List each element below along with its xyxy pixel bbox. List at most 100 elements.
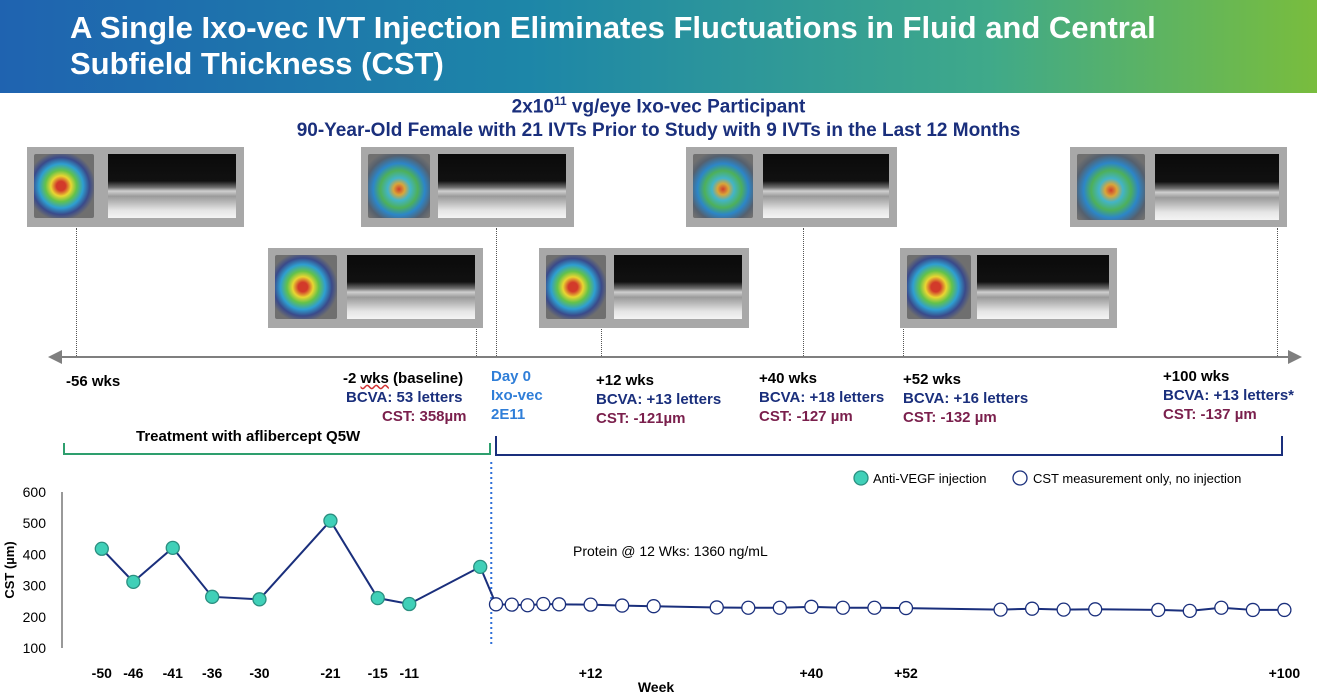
guide-line: [601, 329, 602, 358]
guide-line: [76, 228, 77, 358]
thickness-map-image: [546, 255, 606, 319]
guide-line: [1277, 228, 1278, 358]
arrow-right-icon: [1288, 350, 1302, 364]
x-tick-label: +52: [894, 665, 918, 681]
y-tick-label: 300: [23, 578, 47, 594]
timeline-when: +40 wks: [759, 370, 817, 387]
thickness-map-image: [693, 154, 753, 218]
treatment-label: Treatment with aflibercept Q5W: [136, 428, 361, 445]
timeline-when: +12 wks: [596, 372, 654, 389]
legend-injection-marker: [853, 470, 869, 486]
cst-text: CST: -121µm: [596, 410, 686, 427]
oct-image: [347, 255, 475, 319]
treatment-bracket: [63, 443, 491, 455]
subtitle-dose-post: vg/eye Ixo-vec Participant: [566, 96, 806, 118]
timeline-when: +100 wks: [1163, 368, 1230, 385]
injection-point: [165, 540, 180, 555]
timeline-label-week-52: +52 wks BCVA: +16 letters CST: -132 µm: [903, 370, 1028, 427]
thickness-map-image: [275, 255, 337, 319]
measurement-point: [646, 599, 661, 614]
timeline-axis: [62, 356, 1294, 358]
timeline-when: -56 wks: [66, 373, 121, 390]
injection-point: [402, 596, 417, 612]
measurement-point: [867, 600, 882, 615]
title-banner: A Single Ixo-vec IVT Injection Eliminate…: [0, 0, 1317, 93]
oct-image: [614, 255, 742, 319]
guide-line: [903, 329, 904, 358]
cst-text: CST: 358µm: [382, 408, 467, 425]
guide-line: [803, 228, 804, 358]
ixovec-bracket: [495, 436, 1283, 456]
oct-image: [108, 154, 236, 218]
measurement-point: [993, 602, 1008, 617]
x-tick-label: -15: [368, 665, 388, 681]
cst-series-line: [101, 519, 1285, 612]
legend-measurement-marker: [1012, 470, 1028, 486]
x-tick-label: -30: [249, 665, 269, 681]
thickness-map-image: [34, 154, 94, 218]
measurement-point: [488, 597, 504, 612]
measurement-point: [583, 597, 598, 612]
oct-image: [977, 255, 1109, 319]
guide-line: [476, 329, 477, 358]
bcva-text: BCVA: +18 letters: [759, 389, 885, 406]
injection-point: [205, 589, 220, 604]
thickness-map-image: [368, 154, 430, 218]
scan-image-week-minus-2: [268, 248, 483, 328]
scan-image-week-40: [686, 147, 897, 227]
cst-text: CST: -127 µm: [759, 408, 853, 425]
scan-image-week-100: [1070, 147, 1287, 227]
measurement-point: [1182, 603, 1197, 619]
scan-image-week-52: [900, 248, 1117, 328]
bcva-text: BCVA: +13 letters: [596, 391, 722, 408]
oct-image: [1155, 154, 1279, 220]
oct-image: [438, 154, 566, 218]
x-tick-label: -21: [320, 665, 340, 681]
measurement-point: [1024, 601, 1040, 616]
cst-text: CST: -137 µm: [1163, 406, 1257, 423]
y-tick-label: 100: [23, 640, 47, 656]
x-axis-label: Week: [638, 679, 675, 695]
measurement-point: [804, 599, 819, 614]
x-tick-label: +40: [799, 665, 823, 681]
scan-image-week-minus-56: [27, 147, 244, 227]
measurement-point: [835, 600, 851, 615]
cst-text: CST: -132 µm: [903, 409, 997, 426]
y-tick-label: 600: [23, 484, 47, 500]
guide-line: [496, 228, 497, 358]
timeline-label-week-12: +12 wks BCVA: +13 letters CST: -121µm: [596, 371, 721, 428]
subtitle-patient: 90-Year-Old Female with 21 IVTs Prior to…: [296, 120, 1021, 141]
timeline-label-week-40: +40 wks BCVA: +18 letters CST: -127 µm: [759, 369, 884, 426]
timeline-when-pre: -2: [343, 370, 361, 387]
timeline-when-post: (baseline): [388, 370, 464, 387]
scan-image-week-12: [539, 248, 749, 328]
subtitle-dose: 2x1011 vg/eye Ixo-vec Participant: [0, 94, 1317, 118]
y-tick-label: 200: [23, 609, 47, 625]
measurement-point: [741, 600, 756, 615]
ixovec-text: Ixo-vec: [491, 387, 543, 404]
measurement-point: [1245, 602, 1261, 618]
arrow-left-icon: [48, 350, 62, 364]
x-tick-label: -41: [163, 665, 183, 681]
timeline-label-week-minus-56: -56 wks: [66, 372, 120, 391]
measurement-point: [1277, 602, 1292, 618]
x-tick-label: +100: [1269, 665, 1301, 681]
measurement-point: [898, 600, 914, 616]
bcva-text: BCVA: 53 letters: [346, 389, 463, 406]
measurement-point: [1056, 602, 1071, 617]
timeline-label-baseline: -2 wks (baseline) BCVA: 53 letters CST: …: [343, 369, 467, 426]
cst-chart: 100 200 300 400 500 600 CST (µm) -50 -46 -41 -36 -3…: [2, 462, 1301, 695]
thickness-map-image: [907, 255, 971, 319]
bcva-text: BCVA: +13 letters*: [1163, 387, 1295, 404]
bcva-text: BCVA: +16 letters: [903, 390, 1029, 407]
oct-image: [763, 154, 889, 218]
injection-point: [473, 559, 488, 575]
measurement-point: [551, 597, 567, 612]
injection-point: [252, 592, 267, 607]
protein-annotation: Protein @ 12 Wks: 1360 ng/mL: [573, 543, 768, 559]
y-tick-label: 500: [23, 515, 47, 531]
timeline-label-day0: Day 0 Ixo-vec 2E11: [491, 367, 543, 424]
measurement-point: [536, 596, 551, 612]
injection-point: [94, 541, 109, 556]
x-tick-label: +12: [579, 665, 603, 681]
